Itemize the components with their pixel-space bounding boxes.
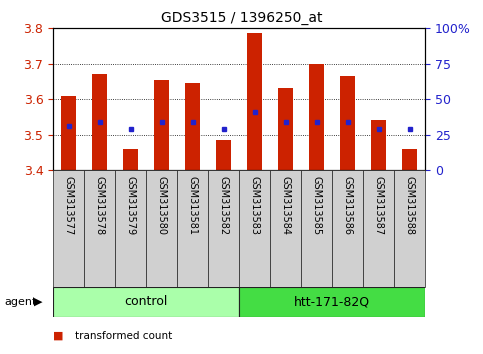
Text: agent: agent — [5, 297, 37, 307]
Bar — [270, 170, 301, 287]
Bar — [301, 170, 332, 287]
Bar — [115, 170, 146, 287]
Bar — [154, 80, 170, 170]
Bar — [309, 64, 324, 170]
Bar — [53, 287, 239, 317]
Bar — [239, 287, 425, 317]
Bar — [61, 96, 76, 170]
Bar — [394, 170, 425, 287]
Text: GSM313585: GSM313585 — [312, 176, 322, 235]
Bar — [208, 170, 239, 287]
Text: GSM313582: GSM313582 — [219, 176, 228, 235]
Bar — [53, 170, 84, 287]
Text: GSM313586: GSM313586 — [342, 176, 353, 235]
Bar — [340, 76, 355, 170]
Text: GSM313588: GSM313588 — [405, 176, 414, 235]
Text: GSM313578: GSM313578 — [95, 176, 105, 235]
Bar — [239, 170, 270, 287]
Text: GSM313580: GSM313580 — [156, 176, 167, 235]
Bar — [92, 74, 107, 170]
Text: htt-171-82Q: htt-171-82Q — [294, 295, 370, 308]
Bar — [332, 170, 363, 287]
Text: GSM313577: GSM313577 — [64, 176, 73, 235]
Bar — [216, 140, 231, 170]
Text: ▶: ▶ — [34, 297, 43, 307]
Bar — [123, 149, 138, 170]
Bar — [371, 120, 386, 170]
Text: GSM313579: GSM313579 — [126, 176, 136, 235]
Text: control: control — [125, 295, 168, 308]
Bar — [402, 149, 417, 170]
Text: GSM313587: GSM313587 — [373, 176, 384, 235]
Bar — [278, 88, 293, 170]
Text: GSM313581: GSM313581 — [187, 176, 198, 235]
Bar — [185, 83, 200, 170]
Text: GSM313584: GSM313584 — [281, 176, 291, 235]
Bar — [146, 170, 177, 287]
Bar — [84, 170, 115, 287]
Text: GDS3515 / 1396250_at: GDS3515 / 1396250_at — [161, 11, 322, 25]
Bar — [363, 170, 394, 287]
Text: transformed count: transformed count — [75, 331, 172, 341]
Text: GSM313583: GSM313583 — [250, 176, 259, 235]
Text: ■: ■ — [53, 331, 64, 341]
Bar — [247, 33, 262, 170]
Bar — [177, 170, 208, 287]
